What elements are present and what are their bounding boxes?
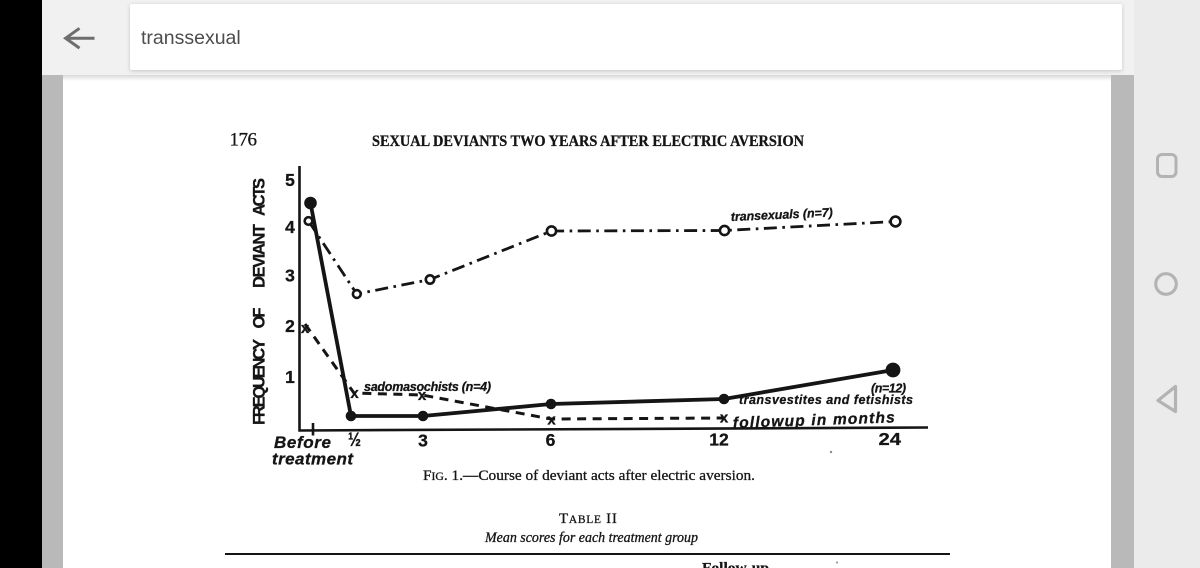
svg-text:treatment: treatment [272,450,354,469]
svg-text:ACTS: ACTS [251,178,269,216]
svg-text:transexuals (n=7): transexuals (n=7) [731,206,834,224]
svg-text:transvestites and fetishists: transvestites and fetishists [739,393,913,407]
svg-text:4: 4 [285,217,295,237]
svg-text:1: 1 [285,367,295,387]
svg-text:2: 2 [285,316,295,336]
svg-text:FIG. 1.—Course of deviant acts: FIG. 1.—Course of deviant acts after ele… [423,468,755,484]
svg-text:followup in months: followup in months [733,409,896,432]
svg-text:Before: Before [274,433,331,452]
svg-text:3: 3 [418,431,428,451]
svg-text:x: x [720,410,729,427]
svg-text:x: x [547,412,556,429]
svg-text:sadomasochists (n=4): sadomasochists (n=4) [364,380,491,394]
svg-text:FREQUENCY: FREQUENCY [251,339,269,425]
svg-text:x: x [301,320,310,337]
svg-text:(n=12): (n=12) [871,382,906,396]
svg-text:SEXUAL DEVIANTS TWO YEARS AFTE: SEXUAL DEVIANTS TWO YEARS AFTER ELECTRIC… [372,133,804,150]
svg-text:OF: OF [251,308,269,329]
svg-text:x: x [418,387,427,404]
svg-text:x: x [350,385,359,402]
svg-text:24: 24 [879,429,902,449]
svg-text:TABLE II: TABLE II [559,511,618,527]
svg-text:6: 6 [546,430,556,450]
svg-text:DEVIANT: DEVIANT [251,224,269,288]
svg-text:Mean scores for each treatment: Mean scores for each treatment group [484,530,698,546]
svg-text:½: ½ [348,430,361,451]
svg-text:12: 12 [709,430,729,450]
svg-text:176: 176 [230,130,258,151]
svg-text:3: 3 [285,266,295,286]
svg-text:5: 5 [285,170,295,190]
svg-text:Follow-up: Follow-up [702,561,769,568]
